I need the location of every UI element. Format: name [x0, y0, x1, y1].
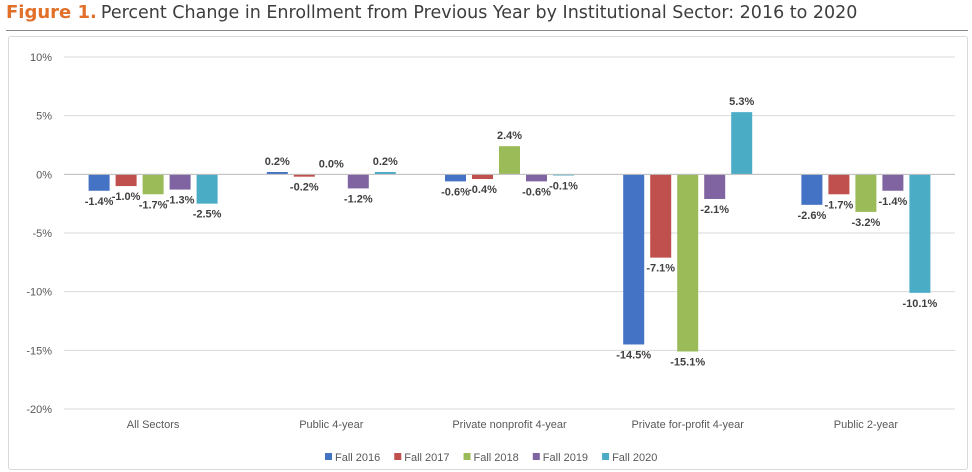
category-label: Private for-profit 4-year [631, 419, 744, 431]
data-label: -1.3% [166, 195, 195, 207]
bar [909, 174, 931, 293]
chart-frame [8, 36, 968, 470]
figure-header: Figure 1. Percent Change in Enrollment fr… [6, 2, 966, 32]
data-label: -2.1% [700, 204, 729, 216]
bar [347, 174, 369, 189]
bar [731, 112, 753, 175]
data-label: -0.2% [290, 182, 319, 194]
y-tick-label: 0% [36, 169, 52, 181]
bar [293, 174, 315, 177]
bar [445, 174, 466, 182]
bar [704, 174, 726, 199]
category-label: Public 4-year [299, 419, 364, 431]
bar [650, 174, 672, 258]
title-rule [6, 30, 968, 31]
category-label: Private nonprofit 4-year [452, 419, 567, 431]
bar [677, 174, 699, 352]
data-label: -0.1% [549, 181, 578, 193]
bar [169, 174, 191, 190]
category-label: Public 2-year [834, 419, 899, 431]
y-tick-label: -15% [26, 345, 52, 357]
y-tick-label: 5% [36, 111, 52, 123]
bar [374, 171, 396, 175]
bar [828, 174, 850, 195]
legend-swatch [394, 453, 402, 460]
bar [855, 174, 877, 212]
data-label: -0.6% [522, 186, 551, 198]
legend-swatch [325, 453, 332, 460]
legend-swatch [532, 453, 540, 460]
bar [553, 174, 574, 176]
data-label: -2.5% [193, 209, 222, 221]
data-label: -1.0% [112, 191, 141, 203]
data-label: -2.6% [798, 210, 827, 222]
y-tick-label: -20% [26, 404, 52, 416]
data-labels: -1.4%-1.0%-1.7%-1.3%-2.5%0.2%-0.2%0.0%-1… [85, 96, 938, 368]
bar [882, 174, 904, 191]
y-tick-label: -10% [26, 287, 52, 299]
gridlines [64, 56, 955, 410]
data-label: 2.4% [497, 130, 522, 142]
data-label: -0.4% [468, 184, 497, 196]
bar [115, 174, 137, 187]
legend: Fall 2016 Fall 2017 Fall 2018 Fall 2019 Fall… [325, 452, 657, 464]
y-tick-label: 10% [30, 52, 52, 64]
data-label: -1.4% [85, 196, 114, 208]
data-label: -15.1% [670, 357, 705, 369]
data-label: -1.2% [344, 193, 373, 205]
legend-label: Fall 2019 [543, 452, 588, 464]
data-label: 0.2% [265, 156, 290, 168]
legend-label: Fall 2020 [612, 452, 657, 464]
data-label: -0.6% [441, 186, 470, 198]
data-label: -1.7% [825, 199, 854, 211]
legend-label: Fall 2018 [474, 452, 519, 464]
legend-swatch [463, 453, 471, 460]
bar [196, 174, 218, 204]
bar [88, 174, 110, 191]
bar [526, 174, 547, 182]
figure-label: Figure 1. [6, 2, 97, 23]
data-label: -1.7% [139, 199, 168, 211]
bar [623, 174, 645, 345]
bars [88, 112, 931, 352]
data-label: -7.1% [646, 263, 675, 275]
legend-label: Fall 2016 [335, 452, 380, 464]
data-label: -10.1% [902, 298, 937, 310]
y-tick-label: -5% [32, 228, 52, 240]
bar [266, 171, 288, 175]
axes: 10% 5% 0% -5% -10% -15% -20% All Sectors Public … [26, 52, 955, 431]
data-label: 0.0% [319, 158, 344, 170]
data-label: -14.5% [616, 349, 651, 361]
bar [142, 174, 164, 195]
data-label: 5.3% [729, 96, 754, 108]
bar [801, 174, 823, 205]
legend-label: Fall 2017 [404, 452, 449, 464]
data-label: -1.4% [879, 196, 908, 208]
bar [472, 174, 493, 180]
data-label: 0.2% [373, 156, 398, 168]
data-label: -3.2% [852, 217, 881, 229]
category-label: All Sectors [127, 419, 180, 431]
figure-title: Percent Change in Enrollment from Previo… [100, 3, 858, 23]
bar [499, 146, 520, 175]
legend-swatch [602, 453, 610, 460]
